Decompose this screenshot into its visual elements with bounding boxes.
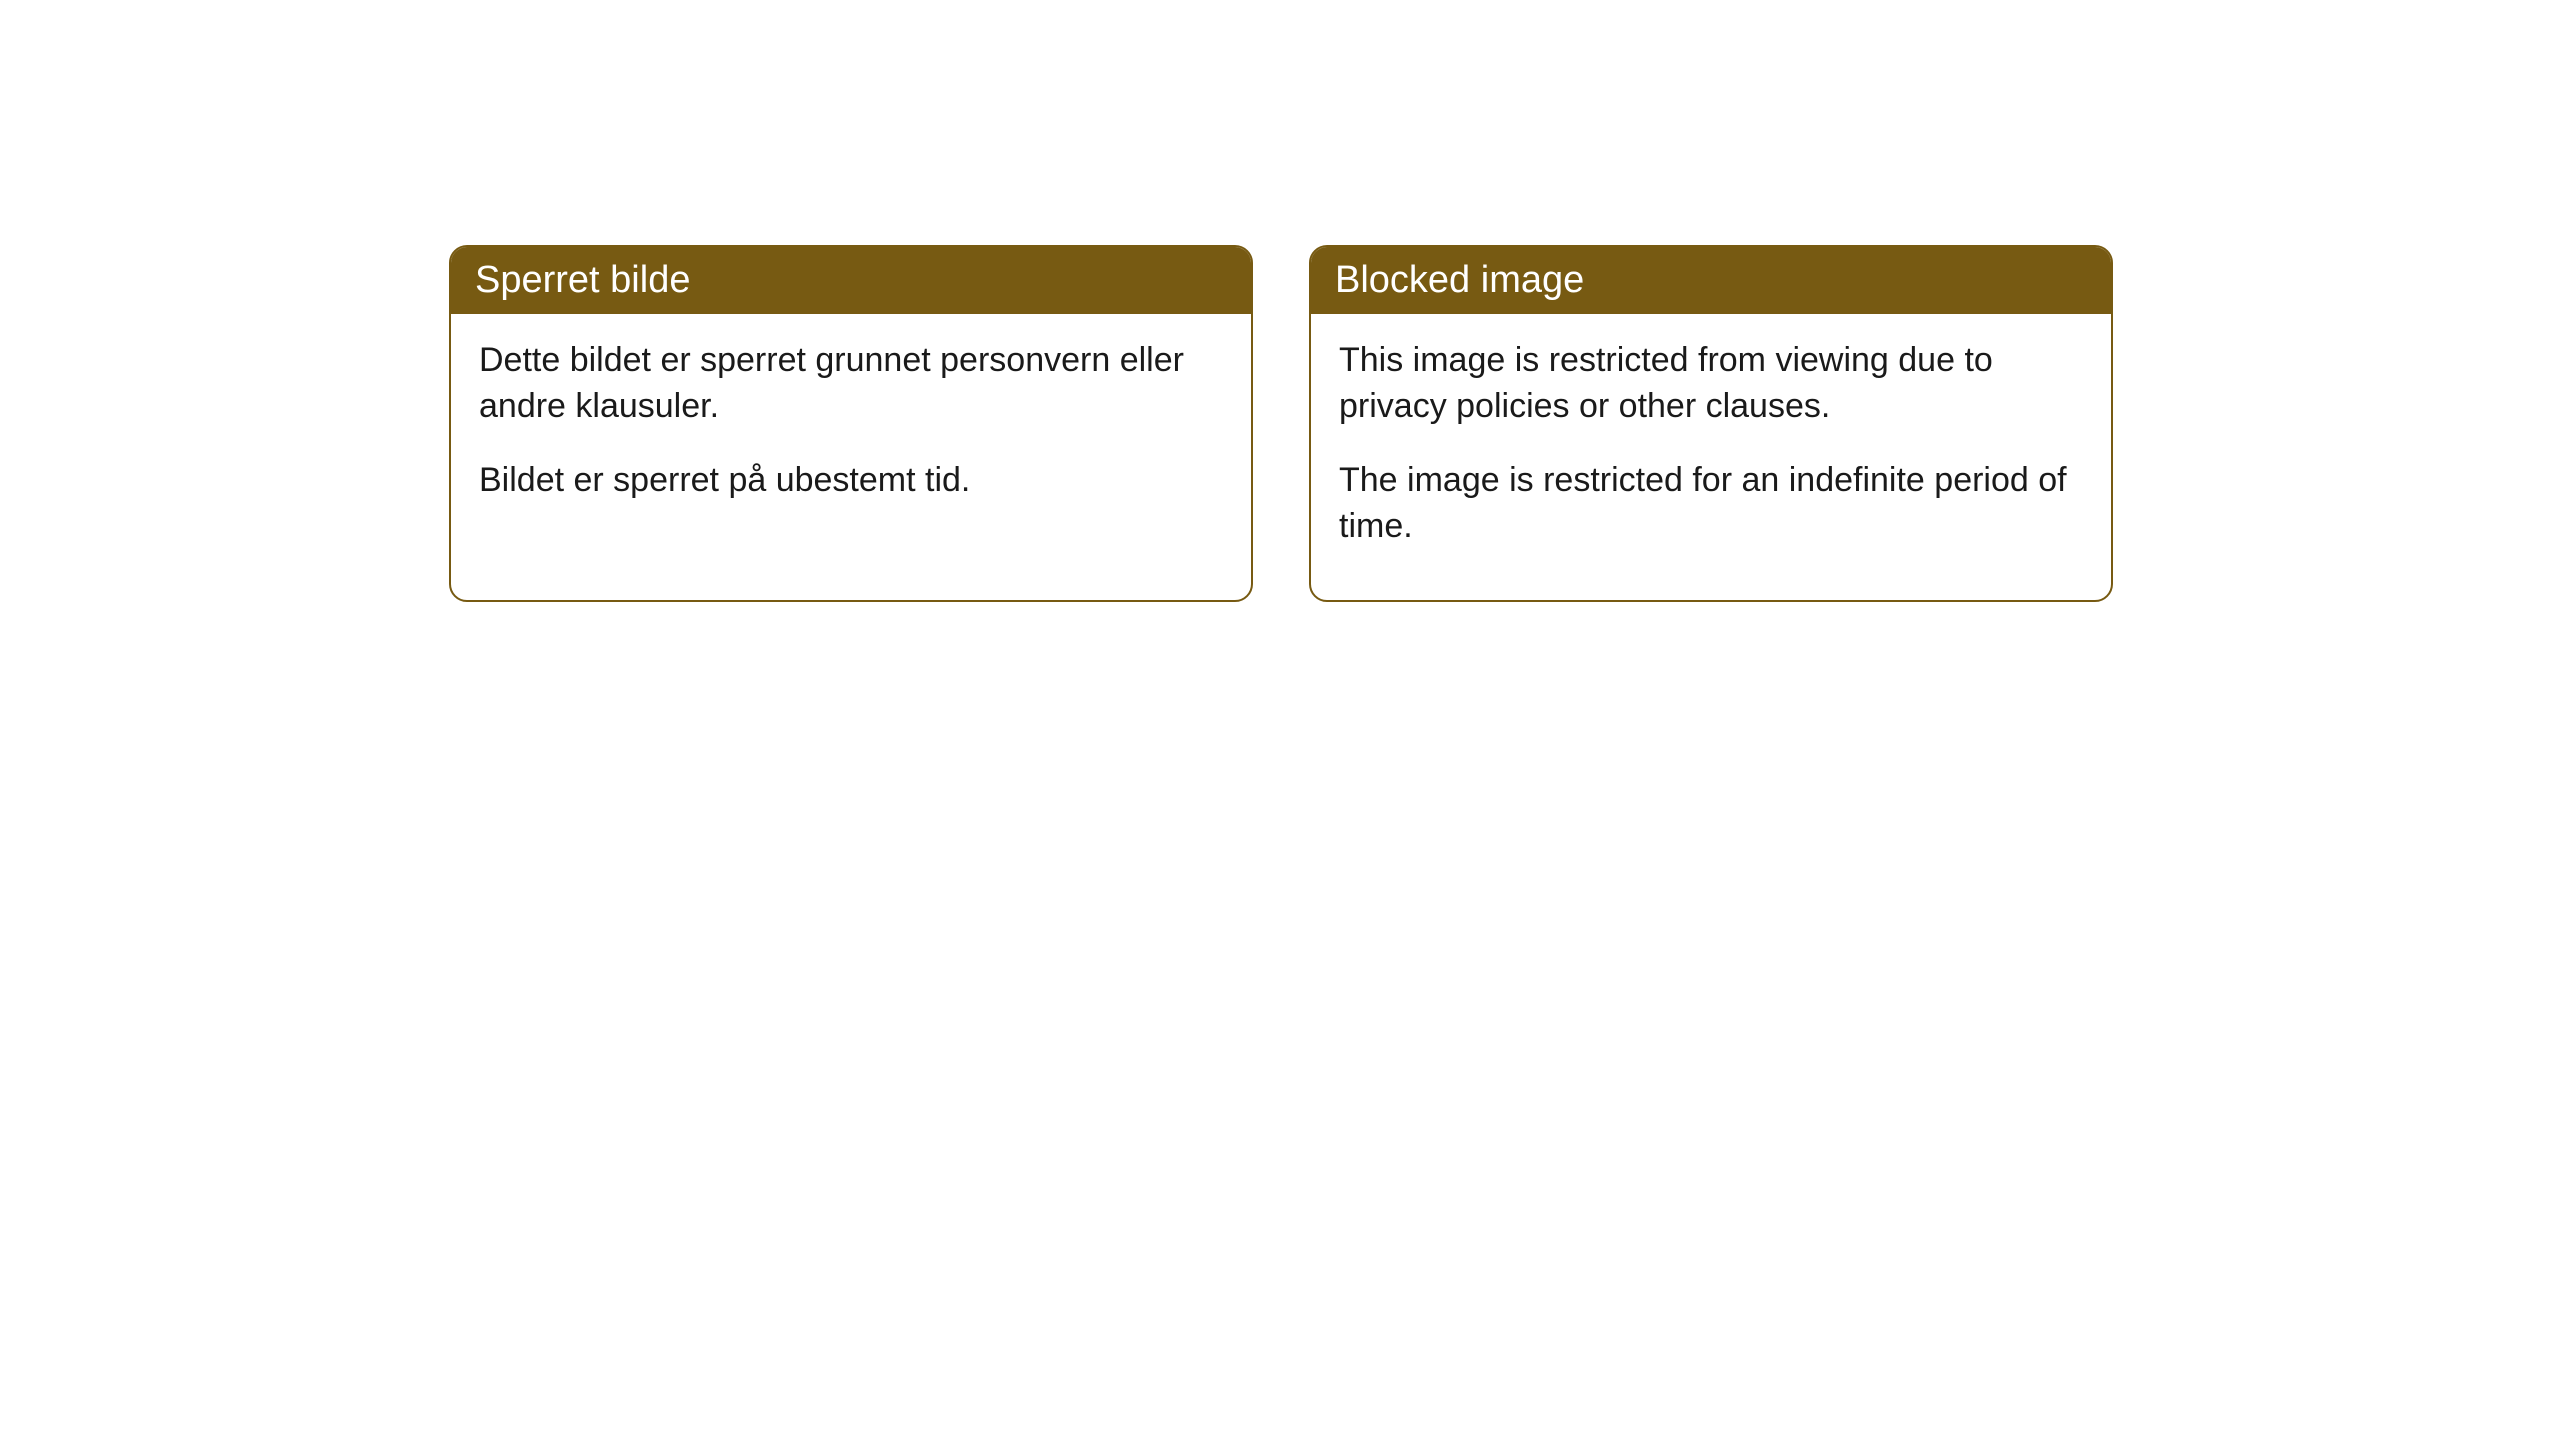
card-paragraph: This image is restricted from viewing du… — [1339, 338, 2083, 430]
card-paragraph: Bildet er sperret på ubestemt tid. — [479, 458, 1223, 504]
card-paragraph: Dette bildet er sperret grunnet personve… — [479, 338, 1223, 430]
card-header-norwegian: Sperret bilde — [451, 247, 1251, 314]
cards-container: Sperret bilde Dette bildet er sperret gr… — [449, 245, 2113, 602]
card-header-english: Blocked image — [1311, 247, 2111, 314]
card-body-english: This image is restricted from viewing du… — [1311, 314, 2111, 600]
card-body-norwegian: Dette bildet er sperret grunnet personve… — [451, 314, 1251, 554]
blocked-image-card-english: Blocked image This image is restricted f… — [1309, 245, 2113, 602]
blocked-image-card-norwegian: Sperret bilde Dette bildet er sperret gr… — [449, 245, 1253, 602]
card-paragraph: The image is restricted for an indefinit… — [1339, 458, 2083, 550]
